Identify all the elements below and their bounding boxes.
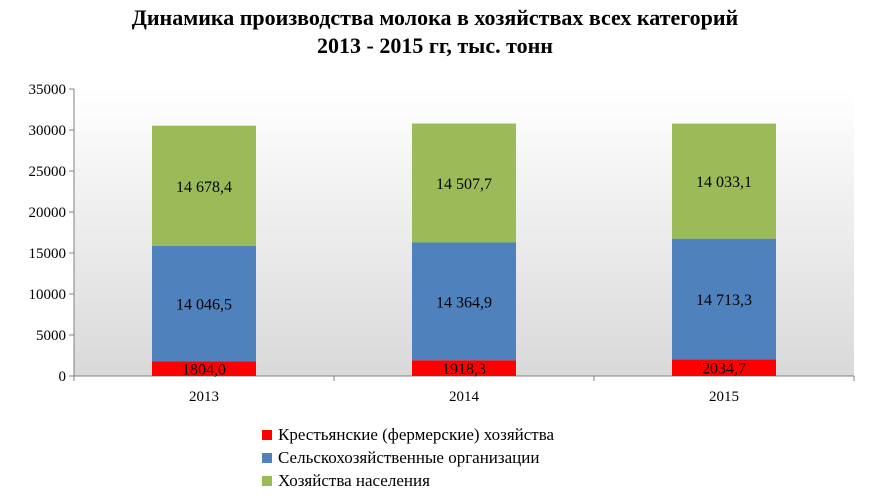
chart-title: Динамика производства молока в хозяйства… (0, 4, 870, 60)
legend-label-agri-orgs: Сельскохозяйственные организации (278, 447, 540, 467)
data-label: 1804,0 (182, 362, 226, 379)
legend: Крестьянские (фермерские) хозяйства Сель… (262, 423, 554, 492)
data-label: 14 046,5 (176, 297, 232, 314)
bar-segment (672, 123, 776, 239)
data-label: 14 033,1 (696, 174, 752, 191)
y-tick-label: 15000 (29, 246, 67, 262)
chart-title-line-2: 2013 - 2015 гг, тыс. тонн (317, 33, 553, 58)
bar-segment (412, 123, 516, 243)
bar-segment (412, 242, 516, 361)
bar-segment (412, 360, 516, 376)
data-label: 14 364,9 (436, 294, 492, 311)
data-label: 2034,7 (702, 361, 746, 378)
legend-item-agri-orgs: Сельскохозяйственные организации (262, 446, 554, 469)
y-tick-label: 20000 (29, 205, 67, 221)
data-label: 1918,3 (442, 361, 486, 378)
legend-item-households: Хозяйства населения (262, 469, 554, 492)
y-tick-label: 0 (59, 369, 67, 385)
legend-label-households: Хозяйства населения (278, 470, 430, 490)
legend-swatch-agri-orgs (262, 452, 272, 463)
bar-segment (672, 238, 776, 360)
legend-swatch-farms (262, 429, 272, 440)
x-tick-label: 2015 (709, 389, 739, 405)
bar-segment (672, 359, 776, 376)
data-label: 14 507,7 (436, 176, 492, 193)
legend-label-farms: Крестьянские (фермерские) хозяйства (278, 424, 555, 444)
bar-segment (152, 246, 256, 362)
x-tick-label: 2013 (189, 389, 219, 405)
y-tick-label: 35000 (29, 82, 67, 98)
legend-swatch-households (262, 475, 272, 486)
data-label: 14 678,4 (176, 179, 232, 196)
legend-item-farms: Крестьянские (фермерские) хозяйства (262, 423, 554, 446)
y-tick-label: 25000 (29, 164, 67, 180)
y-tick-label: 30000 (29, 123, 67, 139)
bar-segment (152, 125, 256, 247)
x-tick-label: 2014 (449, 389, 480, 405)
bar-segment (152, 361, 256, 376)
data-label: 14 713,3 (696, 292, 752, 309)
y-tick-label: 5000 (36, 328, 66, 344)
y-tick-label: 10000 (29, 287, 67, 303)
chart-title-line-1: Динамика производства молока в хозяйства… (131, 5, 739, 30)
